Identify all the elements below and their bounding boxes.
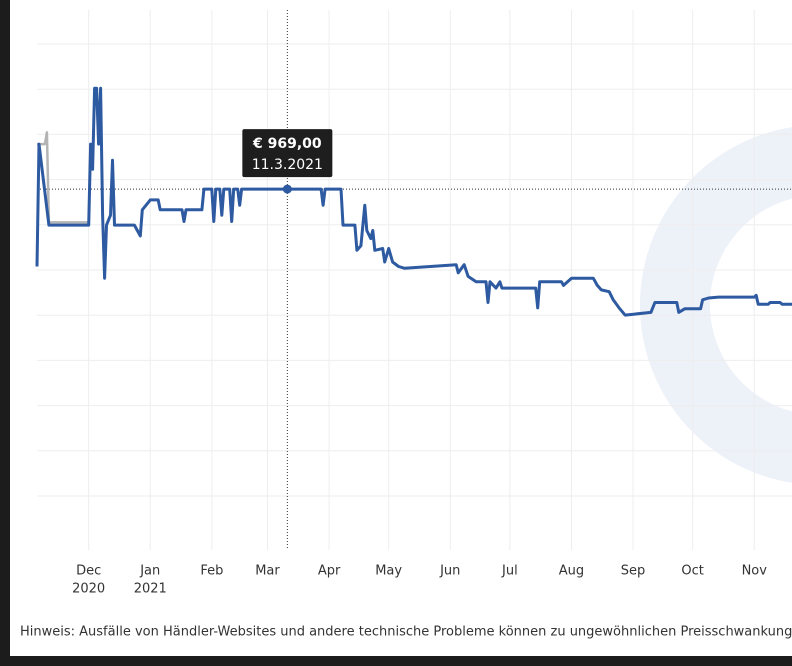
- tooltip-date: 11.3.2021: [252, 157, 323, 173]
- x-tick-label: Dec: [76, 564, 101, 579]
- tooltip-value: € 969,00: [252, 136, 322, 152]
- x-tick-label: Jan: [139, 564, 160, 579]
- x-tick-label: Jun: [439, 564, 460, 579]
- x-year-label: 2020: [72, 582, 105, 597]
- grid-h: [37, 43, 792, 497]
- price-line: [35, 86, 792, 317]
- x-tick-label: Sep: [621, 564, 646, 579]
- footnote: Hinweis: Ausfälle von Händler-Websites u…: [20, 625, 792, 640]
- x-year-label: 2021: [134, 582, 167, 597]
- tooltip-box: [242, 129, 333, 178]
- x-tick-label: Jul: [501, 564, 518, 579]
- x-tick-label: May: [375, 564, 402, 579]
- x-tick-label: Mar: [255, 564, 280, 579]
- x-tick-label: Aug: [559, 564, 584, 579]
- x-tick-label: Nov: [742, 564, 768, 579]
- watermark: [640, 127, 792, 483]
- x-tick-label: Feb: [200, 564, 223, 579]
- tooltip-point: [282, 184, 292, 194]
- x-tick-label: Apr: [318, 564, 341, 579]
- x-tick-label: Oct: [681, 564, 703, 579]
